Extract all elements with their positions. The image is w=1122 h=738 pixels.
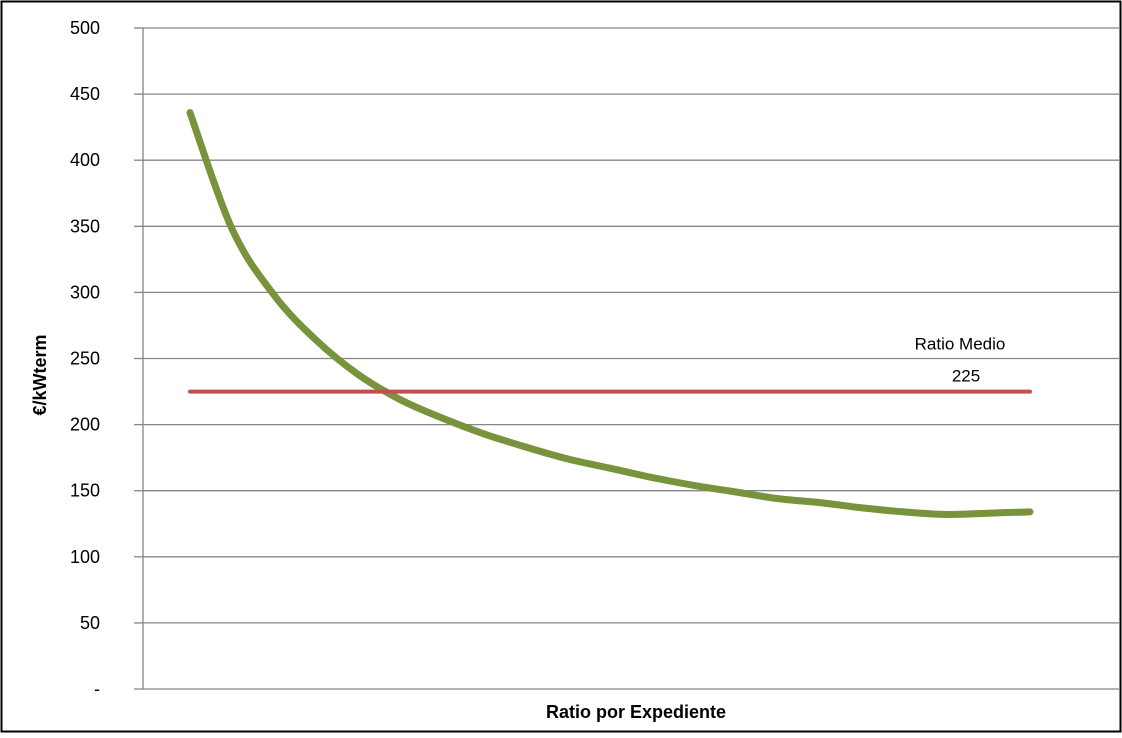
y-tick-label: 500 — [70, 18, 100, 38]
axes — [134, 27, 1120, 690]
annotation-value: 225 — [952, 367, 980, 386]
y-tick-label: 350 — [70, 216, 100, 236]
series-layer — [186, 109, 1034, 519]
y-tick-labels: - 50 100 150 200 250 300 350 400 450 500 — [70, 18, 100, 699]
annotation-label: Ratio Medio — [915, 335, 1006, 354]
y-tick-label: 450 — [70, 84, 100, 104]
y-tick-label: 200 — [70, 415, 100, 435]
y-axis-title: €/kWterm — [30, 334, 50, 415]
x-axis-title: Ratio por Expediente — [546, 702, 726, 722]
y-tick-label: 400 — [70, 150, 100, 170]
y-tick-label: 50 — [80, 613, 100, 633]
annotations: Ratio Medio 225 — [915, 335, 1006, 386]
gridlines — [143, 27, 1120, 624]
y-tick-label: - — [94, 679, 100, 699]
cost-curve-line — [186, 109, 1034, 519]
y-tick-label: 250 — [70, 349, 100, 369]
y-tick-label: 150 — [70, 481, 100, 501]
y-tick-label: 100 — [70, 547, 100, 567]
y-tick-label: 300 — [70, 282, 100, 302]
